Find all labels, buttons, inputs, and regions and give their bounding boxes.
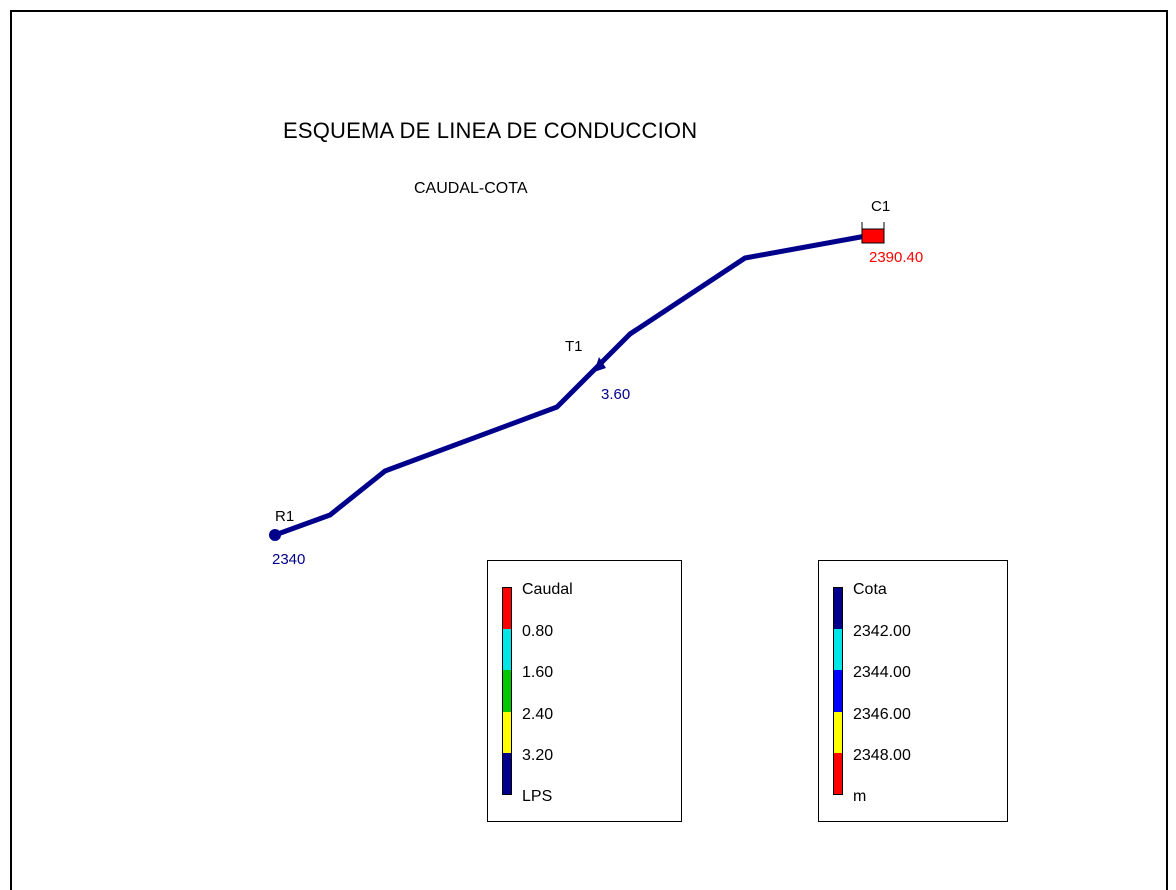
caudal-legend-title: Caudal [522, 581, 573, 598]
reservoir-label-r1: R1 [275, 508, 294, 525]
cota-legend-label: 2342.00 [853, 623, 911, 640]
cota-color-seg [834, 711, 842, 753]
caudal-legend-label: 2.40 [522, 706, 554, 723]
cota-legend[interactable]: Cota 2342.00 2344.00 2346.00 2348.00 m [818, 560, 1008, 822]
cota-legend-label: 2344.00 [853, 664, 911, 681]
caudal-legend-label: 3.20 [522, 747, 554, 764]
caudal-color-seg [503, 629, 511, 671]
diagram-title: ESQUEMA DE LINEA DE CONDUCCION [283, 118, 698, 143]
tank-value-c1: 2390.40 [869, 249, 923, 266]
caudal-color-seg [503, 711, 511, 753]
caudal-legend-unit: LPS [522, 788, 553, 805]
cota-legend-label: 2348.00 [853, 747, 911, 764]
diagram-subtitle: CAUDAL-COTA [414, 180, 528, 197]
cota-color-seg [834, 588, 842, 630]
cota-legend-unit: m [853, 788, 867, 805]
tap-value-t1: 3.60 [601, 386, 630, 403]
cota-color-seg [834, 629, 842, 671]
cota-color-seg [834, 752, 842, 795]
caudal-color-seg [503, 588, 511, 630]
cota-legend-title: Cota [853, 581, 887, 598]
pipe-t1-c1[interactable] [599, 233, 869, 365]
flow-direction-arrow-icon [594, 357, 606, 372]
tank-node-c1[interactable] [861, 228, 885, 244]
reservoir-value-r1: 2340 [272, 551, 305, 568]
caudal-color-scale [502, 587, 512, 795]
caudal-legend-label: 1.60 [522, 664, 554, 681]
pipe-r1-t1[interactable] [272, 359, 605, 538]
cota-color-seg [834, 670, 842, 712]
caudal-color-seg [503, 752, 511, 795]
cota-legend-label: 2346.00 [853, 706, 911, 723]
reservoir-node-r1[interactable] [269, 529, 281, 541]
caudal-legend[interactable]: Caudal 0.80 1.60 2.40 3.20 LPS [487, 560, 682, 822]
caudal-color-seg [503, 670, 511, 712]
cota-color-scale [833, 587, 843, 795]
tap-label-t1: T1 [565, 338, 583, 355]
tank-label-c1: C1 [871, 198, 890, 215]
caudal-legend-label: 0.80 [522, 623, 554, 640]
